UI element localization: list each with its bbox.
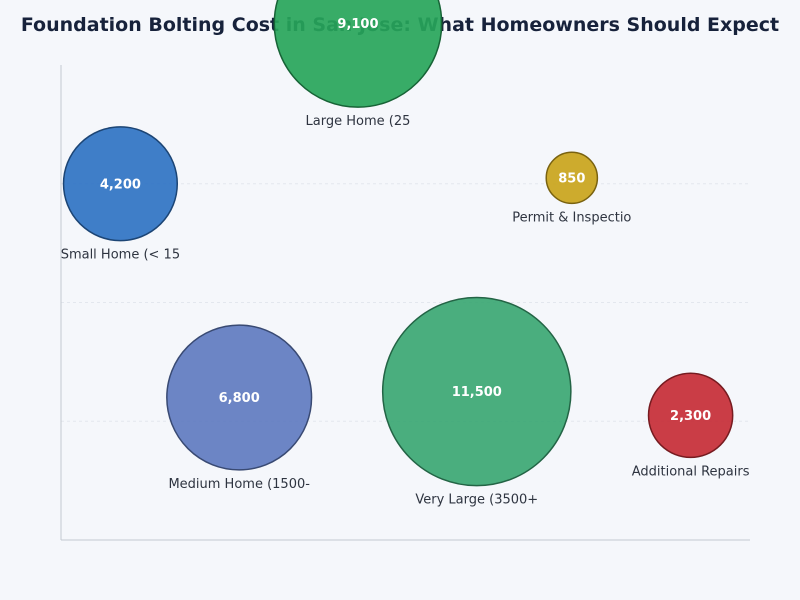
bubble-value-label: 11,500 xyxy=(452,385,502,400)
bubble[interactable] xyxy=(62,126,179,242)
bubble-category-label: Large Home (25 xyxy=(306,114,411,129)
bubble-value-label: 9,100 xyxy=(337,17,378,32)
bubble[interactable] xyxy=(647,372,734,459)
bubble[interactable] xyxy=(381,296,572,487)
bubble[interactable] xyxy=(166,324,313,471)
bubble-category-label: Additional Repairs xyxy=(632,464,750,479)
bubble-category-label: Permit & Inspectio xyxy=(512,210,631,225)
bubble-category-label: Very Large (3500+ xyxy=(415,493,538,508)
bubble-value-label: 850 xyxy=(558,171,585,186)
bubble-category-label: Small Home (< 15 xyxy=(61,248,180,263)
bubble-value-label: 4,200 xyxy=(100,177,141,192)
bubble-value-label: 2,300 xyxy=(670,409,711,424)
bubble-value-label: 6,800 xyxy=(219,391,260,406)
bubble-category-label: Medium Home (1500- xyxy=(168,477,310,492)
bubble[interactable] xyxy=(273,0,443,108)
bubble[interactable] xyxy=(545,151,599,205)
